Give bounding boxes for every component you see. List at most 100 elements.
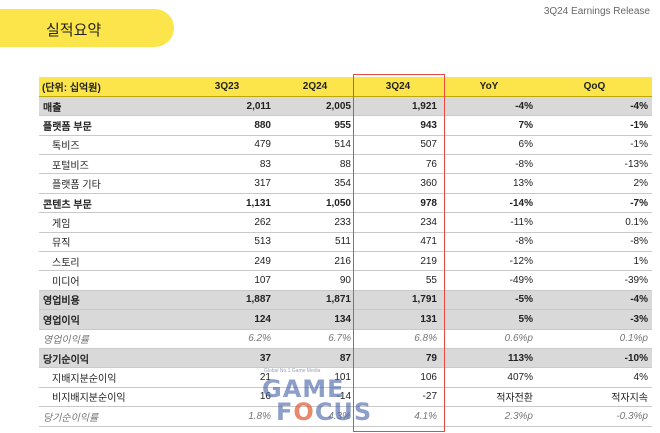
cell-3q24: 106 bbox=[355, 367, 441, 388]
cell-qoq: -1% bbox=[537, 115, 652, 136]
cell-yoy: 7% bbox=[441, 115, 537, 136]
cell-qoq: -10% bbox=[537, 348, 652, 369]
cell-3q24: 978 bbox=[355, 193, 441, 214]
cell-2q24: 514 bbox=[275, 135, 355, 156]
row-label: 스토리 bbox=[39, 251, 179, 272]
table-row: 콘텐츠 부문 1,131 1,050 978 -14% -7% bbox=[39, 193, 652, 214]
table-row: 플랫폼 기타 317 354 360 13% 2% bbox=[39, 173, 652, 194]
row-label: 플랫폼 기타 bbox=[39, 173, 179, 194]
cell-3q23: 1,131 bbox=[179, 193, 275, 214]
table-row: 당기순이익률 1.8% 4.3% 4.1% 2.3%p -0.3%p bbox=[39, 406, 652, 427]
cell-qoq: 4% bbox=[537, 367, 652, 388]
column-header-3q23: 3Q23 bbox=[179, 77, 275, 97]
cell-3q23: 262 bbox=[179, 212, 275, 233]
column-header-2q24: 2Q24 bbox=[275, 77, 355, 97]
row-label: 게임 bbox=[39, 212, 179, 233]
cell-qoq: -4% bbox=[537, 290, 652, 311]
cell-qoq: 0.1% bbox=[537, 212, 652, 233]
table-row: 영업이익률 6.2% 6.7% 6.8% 0.6%p 0.1%p bbox=[39, 329, 652, 349]
cell-3q24: 471 bbox=[355, 232, 441, 253]
row-label: 영업비용 bbox=[39, 290, 179, 311]
cell-3q24: 76 bbox=[355, 154, 441, 175]
table-row: 톡비즈 479 514 507 6% -1% bbox=[39, 135, 652, 156]
table-row: 플랫폼 부문 880 955 943 7% -1% bbox=[39, 115, 652, 136]
cell-3q24: 507 bbox=[355, 135, 441, 156]
table-row: 영업비용 1,887 1,871 1,791 -5% -4% bbox=[39, 290, 652, 311]
cell-3q24: 1,791 bbox=[355, 290, 441, 311]
cell-3q24: 55 bbox=[355, 270, 441, 291]
cell-yoy: 113% bbox=[441, 348, 537, 369]
cell-3q24: 360 bbox=[355, 173, 441, 194]
cell-2q24: 1,871 bbox=[275, 290, 355, 311]
cell-yoy: -49% bbox=[441, 270, 537, 291]
cell-2q24: 354 bbox=[275, 173, 355, 194]
cell-3q24: 219 bbox=[355, 251, 441, 272]
cell-yoy: 적자전환 bbox=[441, 387, 537, 408]
table-row: 스토리 249 216 219 -12% 1% bbox=[39, 251, 652, 272]
cell-qoq: 1% bbox=[537, 251, 652, 272]
cell-yoy: -11% bbox=[441, 212, 537, 233]
cell-2q24: 6.7% bbox=[275, 329, 355, 349]
cell-2q24: 2,005 bbox=[275, 96, 355, 117]
column-header-qoq: QoQ bbox=[537, 77, 652, 97]
cell-2q24: 88 bbox=[275, 154, 355, 175]
cell-qoq: -13% bbox=[537, 154, 652, 175]
cell-qoq: -7% bbox=[537, 193, 652, 214]
row-label: 지배지분순이익 bbox=[39, 367, 179, 388]
row-label: 비지배지분순이익 bbox=[39, 387, 179, 408]
row-label: 톡비즈 bbox=[39, 135, 179, 156]
cell-qoq: -3% bbox=[537, 309, 652, 330]
cell-3q23: 124 bbox=[179, 309, 275, 330]
cell-2q24: 216 bbox=[275, 251, 355, 272]
cell-yoy: 5% bbox=[441, 309, 537, 330]
table-row: 뮤직 513 511 471 -8% -8% bbox=[39, 232, 652, 253]
cell-3q24: 943 bbox=[355, 115, 441, 136]
row-label: 콘텐츠 부문 bbox=[39, 193, 179, 214]
cell-3q23: 513 bbox=[179, 232, 275, 253]
cell-3q24: 79 bbox=[355, 348, 441, 369]
cell-yoy: -8% bbox=[441, 232, 537, 253]
cell-2q24: 1,050 bbox=[275, 193, 355, 214]
cell-3q23: 21 bbox=[179, 367, 275, 388]
cell-3q23: 317 bbox=[179, 173, 275, 194]
cell-qoq: -4% bbox=[537, 96, 652, 117]
table-row: 영업이익 124 134 131 5% -3% bbox=[39, 309, 652, 330]
cell-2q24: 955 bbox=[275, 115, 355, 136]
cell-qoq: -0.3%p bbox=[537, 406, 652, 427]
row-label: 당기순이익률 bbox=[39, 406, 179, 427]
cell-2q24: 101 bbox=[275, 367, 355, 388]
cell-3q24: 4.1% bbox=[355, 406, 441, 427]
column-header-unit: (단위: 십억원) bbox=[39, 77, 179, 97]
cell-3q23: 1.8% bbox=[179, 406, 275, 427]
cell-2q24: 134 bbox=[275, 309, 355, 330]
cell-3q23: 1,887 bbox=[179, 290, 275, 311]
table-row: 지배지분순이익 21 101 106 407% 4% bbox=[39, 367, 652, 388]
cell-qoq: -8% bbox=[537, 232, 652, 253]
column-header-3q24: 3Q24 bbox=[355, 77, 441, 97]
cell-3q23: 2,011 bbox=[179, 96, 275, 117]
cell-yoy: 6% bbox=[441, 135, 537, 156]
cell-3q23: 107 bbox=[179, 270, 275, 291]
cell-3q24: 6.8% bbox=[355, 329, 441, 349]
cell-qoq: 2% bbox=[537, 173, 652, 194]
cell-2q24: 511 bbox=[275, 232, 355, 253]
table-row: 미디어 107 90 55 -49% -39% bbox=[39, 270, 652, 291]
cell-2q24: 233 bbox=[275, 212, 355, 233]
table-row: 포털비즈 83 88 76 -8% -13% bbox=[39, 154, 652, 175]
cell-yoy: -8% bbox=[441, 154, 537, 175]
cell-3q23: 249 bbox=[179, 251, 275, 272]
cell-2q24: -14 bbox=[275, 387, 355, 408]
earnings-summary-table: (단위: 십억원) 3Q23 2Q24 3Q24 YoY QoQ 매출 2,01… bbox=[39, 77, 652, 427]
cell-3q23: 479 bbox=[179, 135, 275, 156]
cell-3q24: 1,921 bbox=[355, 96, 441, 117]
cell-3q24: -27 bbox=[355, 387, 441, 408]
cell-yoy: -12% bbox=[441, 251, 537, 272]
cell-2q24: 87 bbox=[275, 348, 355, 369]
row-label: 플랫폼 부문 bbox=[39, 115, 179, 136]
table-row: 당기순이익 37 87 79 113% -10% bbox=[39, 348, 652, 369]
row-label: 영업이익 bbox=[39, 309, 179, 330]
release-label: 3Q24 Earnings Release bbox=[543, 6, 650, 17]
cell-3q23: 83 bbox=[179, 154, 275, 175]
table-row: 비지배지분순이익 16 -14 -27 적자전환 적자지속 bbox=[39, 387, 652, 408]
cell-qoq: 적자지속 bbox=[537, 387, 652, 408]
